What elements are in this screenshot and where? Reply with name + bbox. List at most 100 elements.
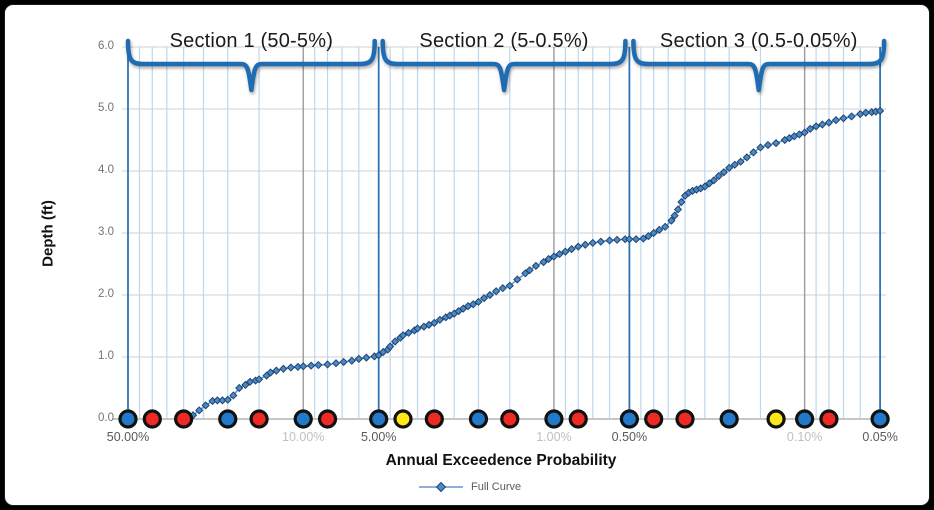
full-curve-marker	[847, 112, 856, 121]
full-curve-marker	[714, 171, 723, 181]
full-curve-marker	[347, 356, 356, 365]
x-tick-label-0.5: 0.50%	[611, 430, 648, 444]
full-curve-marker	[567, 245, 576, 254]
section-3-label: Section 3 (0.5-0.05%)	[659, 30, 858, 52]
full-curve-marker	[736, 157, 745, 166]
full-curve-marker	[241, 380, 250, 390]
full-curve-marker	[430, 318, 439, 328]
full-curve-marker	[771, 138, 781, 148]
full-curve-marker	[354, 354, 363, 363]
event-dot-red	[644, 409, 664, 429]
full-curve-marker	[632, 235, 641, 244]
full-curve-marker	[286, 363, 296, 372]
full-curve-marker	[339, 357, 348, 367]
y-tick-label-5: 5.0	[98, 102, 114, 114]
full-curve-marker	[398, 331, 408, 340]
full-curve-marker	[404, 328, 413, 337]
full-curve-marker	[307, 361, 316, 370]
full-curve-marker	[374, 351, 383, 360]
event-dot-red	[174, 409, 194, 429]
section-2-label: Section 2 (5-0.5%)	[419, 30, 589, 52]
event-dot-blue	[369, 409, 389, 429]
full-curve-marker	[806, 124, 815, 133]
x-tick-label-0.05: 0.05%	[862, 430, 898, 444]
event-dot-blue	[118, 409, 138, 429]
y-tick-label-1: 1.0	[98, 350, 114, 362]
full-curve-marker	[331, 359, 341, 368]
event-dot-blue	[719, 409, 739, 429]
full-curve-marker	[229, 391, 238, 400]
full-curve-marker	[485, 290, 495, 300]
full-curve-marker	[742, 153, 751, 162]
full-curve-marker	[719, 168, 728, 177]
full-curve-marker	[763, 140, 773, 150]
full-curve-marker	[362, 353, 371, 362]
full-curve-marker	[749, 148, 758, 157]
event-dot-red	[500, 409, 520, 429]
full-curve-marker	[549, 252, 559, 261]
full-curve-marker	[596, 237, 605, 246]
full-curve-marker	[667, 216, 676, 225]
x-tick-label-10: 10.00%	[282, 430, 325, 444]
full-curve-marker	[839, 114, 848, 123]
full-curve-marker	[561, 247, 570, 256]
section-1-label: Section 1 (50-5%)	[169, 30, 334, 52]
full-curve-marker	[818, 120, 827, 129]
full-curve-marker	[272, 366, 281, 375]
full-curve-marker	[649, 228, 658, 238]
full-curve-marker	[824, 118, 834, 127]
full-curve-marker	[254, 375, 264, 384]
full-curve-marker	[525, 266, 534, 275]
legend-series-marker-icon	[419, 481, 463, 493]
full-curve-marker	[555, 249, 564, 259]
event-dot-blue	[293, 409, 313, 429]
full-curve-marker	[492, 287, 501, 296]
full-curve-marker	[831, 116, 841, 125]
event-dot-red	[142, 409, 162, 429]
event-dot-red	[317, 409, 338, 429]
full-curve-marker	[314, 360, 323, 370]
section-brace-1	[125, 38, 377, 93]
event-dot-red	[819, 409, 839, 429]
event-dot-red	[568, 409, 588, 429]
full-curve-marker	[705, 179, 714, 188]
full-curve-marker	[505, 281, 514, 290]
x-tick-label-5: 5.00%	[360, 430, 397, 444]
full-curve-marker	[195, 406, 204, 415]
y-tick-label-2: 2.0	[98, 288, 114, 300]
full-curve-marker	[730, 160, 739, 169]
full-curve-marker	[498, 284, 507, 293]
full-curve-marker	[479, 293, 489, 303]
full-curve-marker	[539, 258, 548, 267]
full-curve-marker	[391, 337, 400, 346]
x-tick-label-0.1: 0.10%	[786, 430, 823, 444]
full-curve-marker	[756, 143, 765, 152]
full-curve-marker	[677, 197, 686, 207]
full-curve-marker	[661, 222, 670, 231]
full-curve-marker	[469, 300, 478, 309]
full-curve-marker	[279, 364, 288, 373]
full-curve-marker	[875, 106, 885, 115]
x-tick-label-1: 1.00%	[536, 430, 572, 444]
event-dot-red	[249, 409, 269, 429]
event-dot-blue	[218, 409, 238, 429]
full-curve-marker	[625, 235, 634, 244]
full-curve-marker	[725, 163, 734, 173]
full-curve-marker	[223, 395, 232, 404]
full-curve-marker	[800, 128, 809, 137]
full-curve-marker	[574, 242, 583, 251]
full-curve-marker	[413, 324, 422, 333]
full-curve-marker	[323, 360, 332, 369]
legend: Full Curve	[418, 481, 521, 493]
full-curve-marker	[544, 254, 553, 264]
full-curve-marker	[856, 109, 865, 119]
x-axis-title: Annual Exceedence Probability	[385, 452, 617, 469]
full-curve-marker	[513, 275, 522, 284]
full-curve-marker	[266, 368, 275, 377]
event-dot-blue	[468, 409, 489, 429]
full-curve-marker	[474, 297, 483, 306]
event-dot-red	[675, 409, 695, 429]
event-dot-blue	[544, 409, 564, 429]
full-curve-marker	[700, 182, 709, 191]
